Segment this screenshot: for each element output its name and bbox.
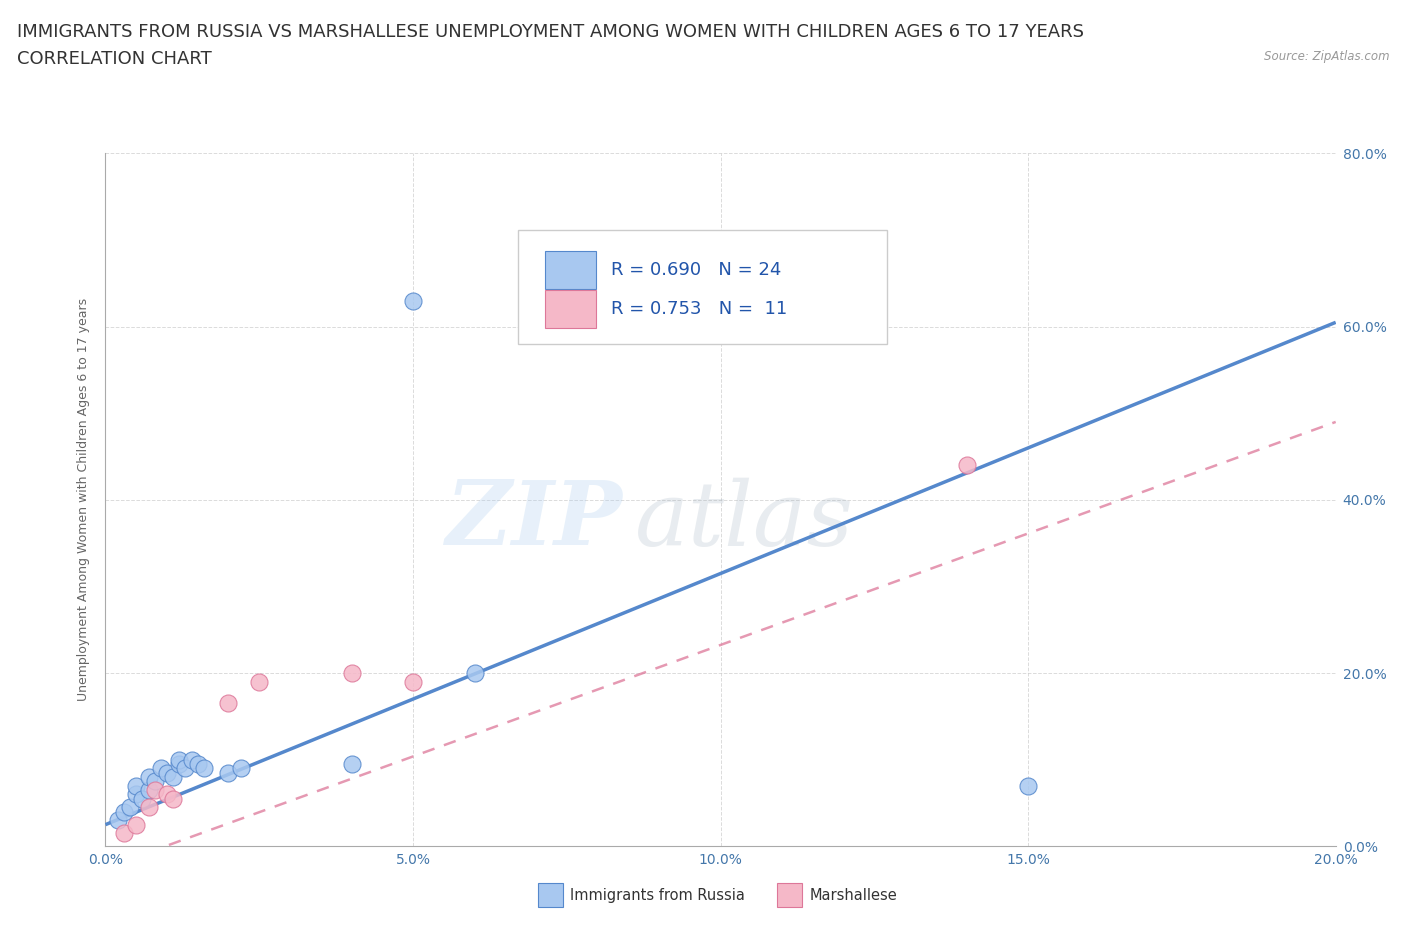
Point: [218, 765, 240, 780]
Point: [143, 782, 166, 797]
Point: [138, 770, 160, 785]
Y-axis label: Unemployment Among Women with Children Ages 6 to 17 years: Unemployment Among Women with Children A…: [77, 299, 90, 701]
Point: [156, 787, 179, 802]
Text: R = 0.753   N =  11: R = 0.753 N = 11: [612, 300, 787, 318]
Point: [138, 800, 160, 815]
Point: [229, 761, 252, 776]
Text: atlas: atlas: [634, 477, 853, 565]
Point: [169, 752, 191, 767]
Point: [187, 757, 209, 772]
FancyBboxPatch shape: [544, 290, 596, 328]
Point: [247, 674, 270, 689]
Point: [956, 458, 979, 472]
FancyBboxPatch shape: [517, 230, 887, 344]
Text: IMMIGRANTS FROM RUSSIA VS MARSHALLESE UNEMPLOYMENT AMONG WOMEN WITH CHILDREN AGE: IMMIGRANTS FROM RUSSIA VS MARSHALLESE UN…: [17, 23, 1084, 41]
Point: [180, 752, 202, 767]
Point: [464, 666, 486, 681]
Point: [156, 765, 179, 780]
Point: [174, 761, 197, 776]
Point: [402, 674, 425, 689]
Point: [112, 826, 135, 841]
Text: R = 0.690   N = 24: R = 0.690 N = 24: [612, 260, 782, 279]
Point: [125, 778, 148, 793]
Point: [107, 813, 129, 828]
Point: [120, 800, 141, 815]
Point: [149, 761, 172, 776]
Point: [112, 804, 135, 819]
Point: [169, 757, 191, 772]
FancyBboxPatch shape: [544, 251, 596, 289]
Point: [402, 293, 425, 308]
Point: [193, 761, 215, 776]
Point: [218, 696, 240, 711]
Point: [125, 817, 148, 832]
Text: ZIP: ZIP: [446, 477, 621, 564]
Text: Source: ZipAtlas.com: Source: ZipAtlas.com: [1264, 50, 1389, 63]
Point: [143, 774, 166, 789]
Point: [125, 787, 148, 802]
Text: CORRELATION CHART: CORRELATION CHART: [17, 50, 212, 68]
Point: [340, 757, 363, 772]
Point: [138, 782, 160, 797]
Text: Immigrants from Russia: Immigrants from Russia: [571, 887, 745, 902]
Point: [1017, 778, 1039, 793]
Point: [162, 770, 184, 785]
Point: [340, 666, 363, 681]
Point: [162, 791, 184, 806]
Text: Marshallese: Marshallese: [810, 887, 897, 902]
Point: [131, 791, 153, 806]
